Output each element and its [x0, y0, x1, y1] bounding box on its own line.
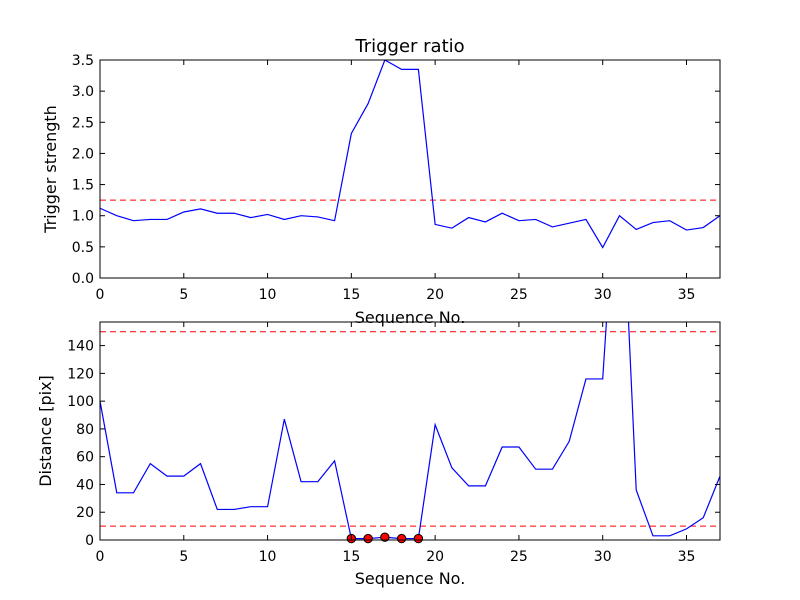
bottom-x-tick-label-3: 15 — [342, 549, 360, 565]
bottom-y-axis-label: Distance [pix] — [36, 375, 55, 487]
top-x-tick-label-4: 20 — [426, 287, 444, 303]
top-x-tick-label-6: 30 — [594, 287, 612, 303]
top-x-tick-label-0: 0 — [96, 287, 105, 303]
bottom-marker-point-1 — [363, 533, 373, 544]
top-clipped-content — [100, 60, 720, 249]
top-y-tick-label-4: 2.0 — [72, 146, 94, 162]
bottom-x-tick-label-6: 30 — [594, 549, 612, 565]
top-series-line-0 — [100, 60, 720, 249]
bottom-y-tick-label-2: 40 — [76, 477, 94, 493]
bottom-x-axis-label: Sequence No. — [355, 569, 466, 588]
bottom-plot-area — [100, 322, 720, 544]
top-plot-area — [100, 60, 720, 249]
bottom-marker-point-2 — [380, 532, 390, 542]
top-x-tick-label-5: 25 — [510, 287, 528, 303]
bottom-x-tick-label-5: 25 — [510, 549, 528, 565]
top-x-tick-label-2: 10 — [259, 287, 277, 303]
bottom-series-line-0 — [100, 322, 720, 540]
bottom-y-tick-label-7: 140 — [67, 339, 94, 355]
bottom-y-tick-label-4: 80 — [76, 422, 94, 438]
top-axes-frame — [99, 59, 721, 279]
top-y-tick-label-7: 3.5 — [72, 53, 94, 69]
top-y-tick-label-6: 3.0 — [72, 84, 94, 100]
bottom-x-tick-label-0: 0 — [96, 549, 105, 565]
top-y-tick-label-1: 0.5 — [72, 240, 94, 256]
bottom-marker-point-4 — [413, 533, 424, 544]
bottom-x-tick-label-1: 5 — [179, 549, 188, 565]
bottom-clipped-content — [100, 322, 720, 540]
top-y-tick-label-2: 1.0 — [72, 209, 94, 225]
bottom-x-tick-label-7: 35 — [678, 549, 696, 565]
top-x-axis-label: Sequence No. — [355, 308, 466, 327]
bottom-y-tick-label-6: 120 — [67, 366, 94, 382]
bottom-subplot: 0 5 10 15 20 25 30 35 0 20 40 60 80 100 120 140 Sequenc… — [36, 321, 721, 588]
top-chart-title: Trigger ratio — [354, 36, 464, 57]
bottom-ticks: 0 5 10 15 20 25 30 35 0 20 40 60 80 100 120 140 — [67, 322, 720, 565]
top-y-axis-label: Trigger strength — [41, 105, 60, 234]
bottom-y-tick-label-1: 20 — [76, 505, 94, 521]
top-x-tick-label-1: 5 — [179, 287, 188, 303]
top-subplot: Trigger ratio 0 5 10 15 20 25 30 35 0.0 0.5 1.0 1.5… — [41, 36, 721, 327]
bottom-y-tick-label-0: 0 — [85, 533, 94, 549]
top-x-tick-label-3: 15 — [342, 287, 360, 303]
top-y-tick-label-0: 0.0 — [72, 271, 94, 287]
bottom-y-tick-label-5: 100 — [67, 394, 94, 410]
top-ticks: 0 5 10 15 20 25 30 35 0.0 0.5 1.0 1.5 2.0 2.5 3.0 3.5 — [72, 53, 720, 303]
bottom-x-tick-label-2: 10 — [259, 549, 277, 565]
bottom-y-tick-label-3: 60 — [76, 450, 94, 466]
top-y-tick-label-5: 2.5 — [72, 115, 94, 131]
bottom-axes-frame — [99, 321, 721, 541]
bottom-x-tick-label-4: 20 — [426, 549, 444, 565]
top-y-tick-label-3: 1.5 — [72, 178, 94, 194]
top-x-tick-label-7: 35 — [678, 287, 696, 303]
bottom-marker-point-3 — [396, 533, 407, 544]
